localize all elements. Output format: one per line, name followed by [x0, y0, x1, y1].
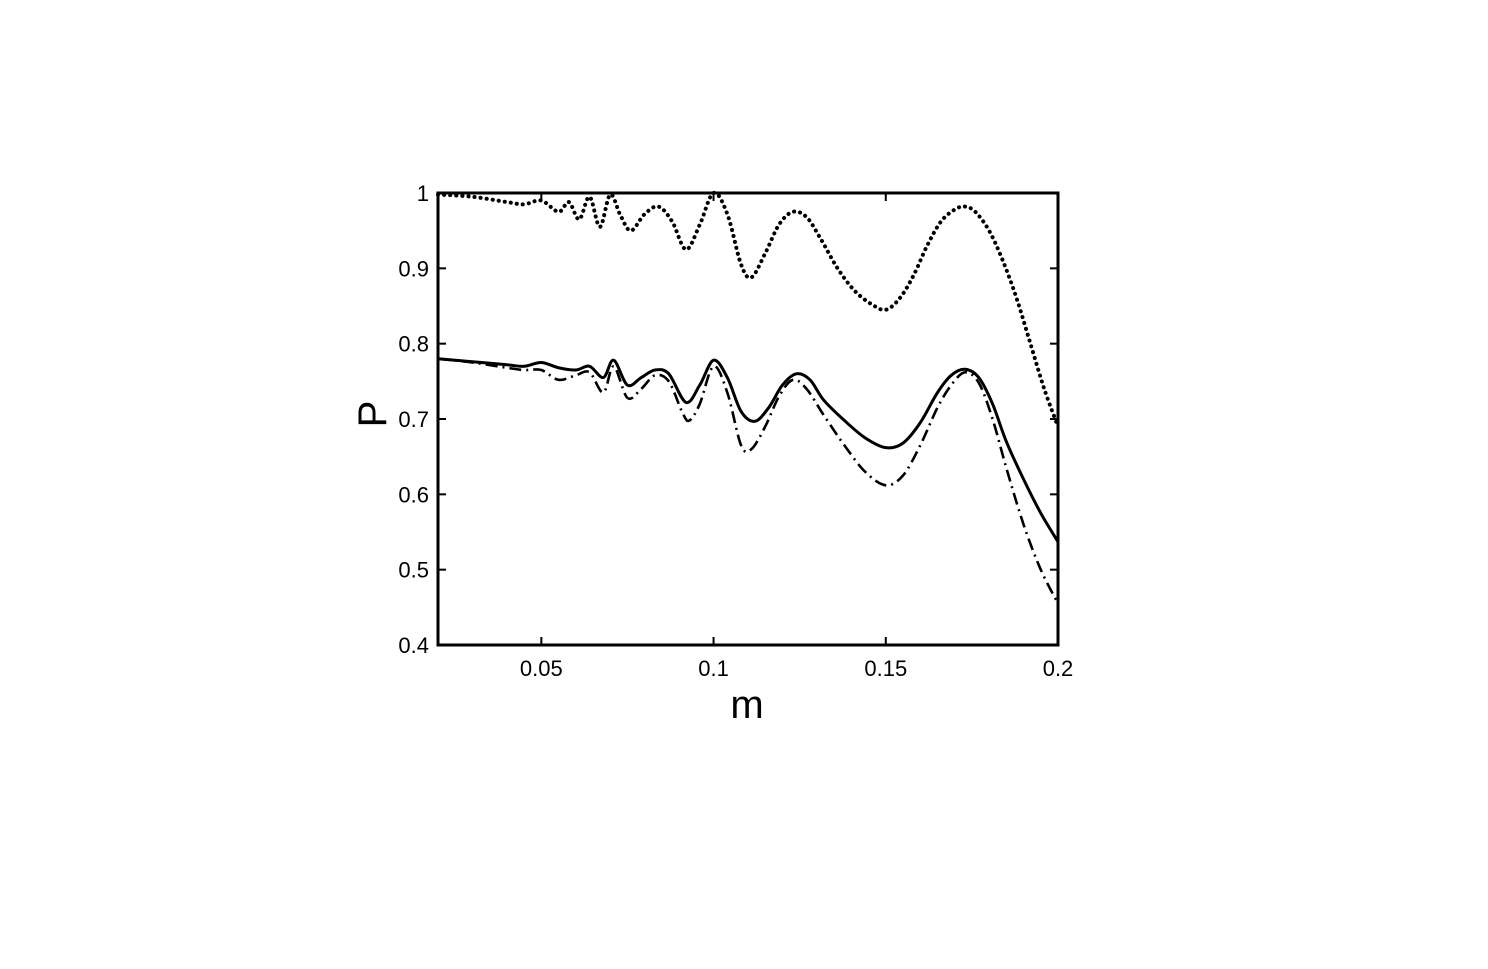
y-tick-label: 0.9: [398, 256, 429, 281]
x-tick-label: 0.2: [1043, 656, 1074, 681]
x-tick-label: 0.05: [520, 656, 563, 681]
y-tick-label: 1: [417, 181, 429, 206]
series-dash-dot-line: [437, 357, 1060, 605]
x-tick-label: 0.1: [698, 656, 729, 681]
y-tick-label: 0.8: [398, 332, 429, 357]
x-tick-label: 0.15: [864, 656, 907, 681]
y-tick-label: 0.7: [398, 407, 429, 432]
series-solid-line: [437, 357, 1060, 543]
y-tick-label: 0.5: [398, 558, 429, 583]
y-axis-label: P: [351, 401, 395, 428]
y-tick-label: 0.6: [398, 482, 429, 507]
x-axis-label: m: [730, 683, 763, 727]
y-tick-label: 0.4: [398, 633, 429, 658]
series-dotted-line: [436, 190, 1060, 429]
series-layer: [436, 190, 1060, 605]
tick-layer: 0.05 0.1 0.15 0.2 0.4 0.5 0.6 0.7 0.8 0.9 1: [398, 181, 1073, 681]
